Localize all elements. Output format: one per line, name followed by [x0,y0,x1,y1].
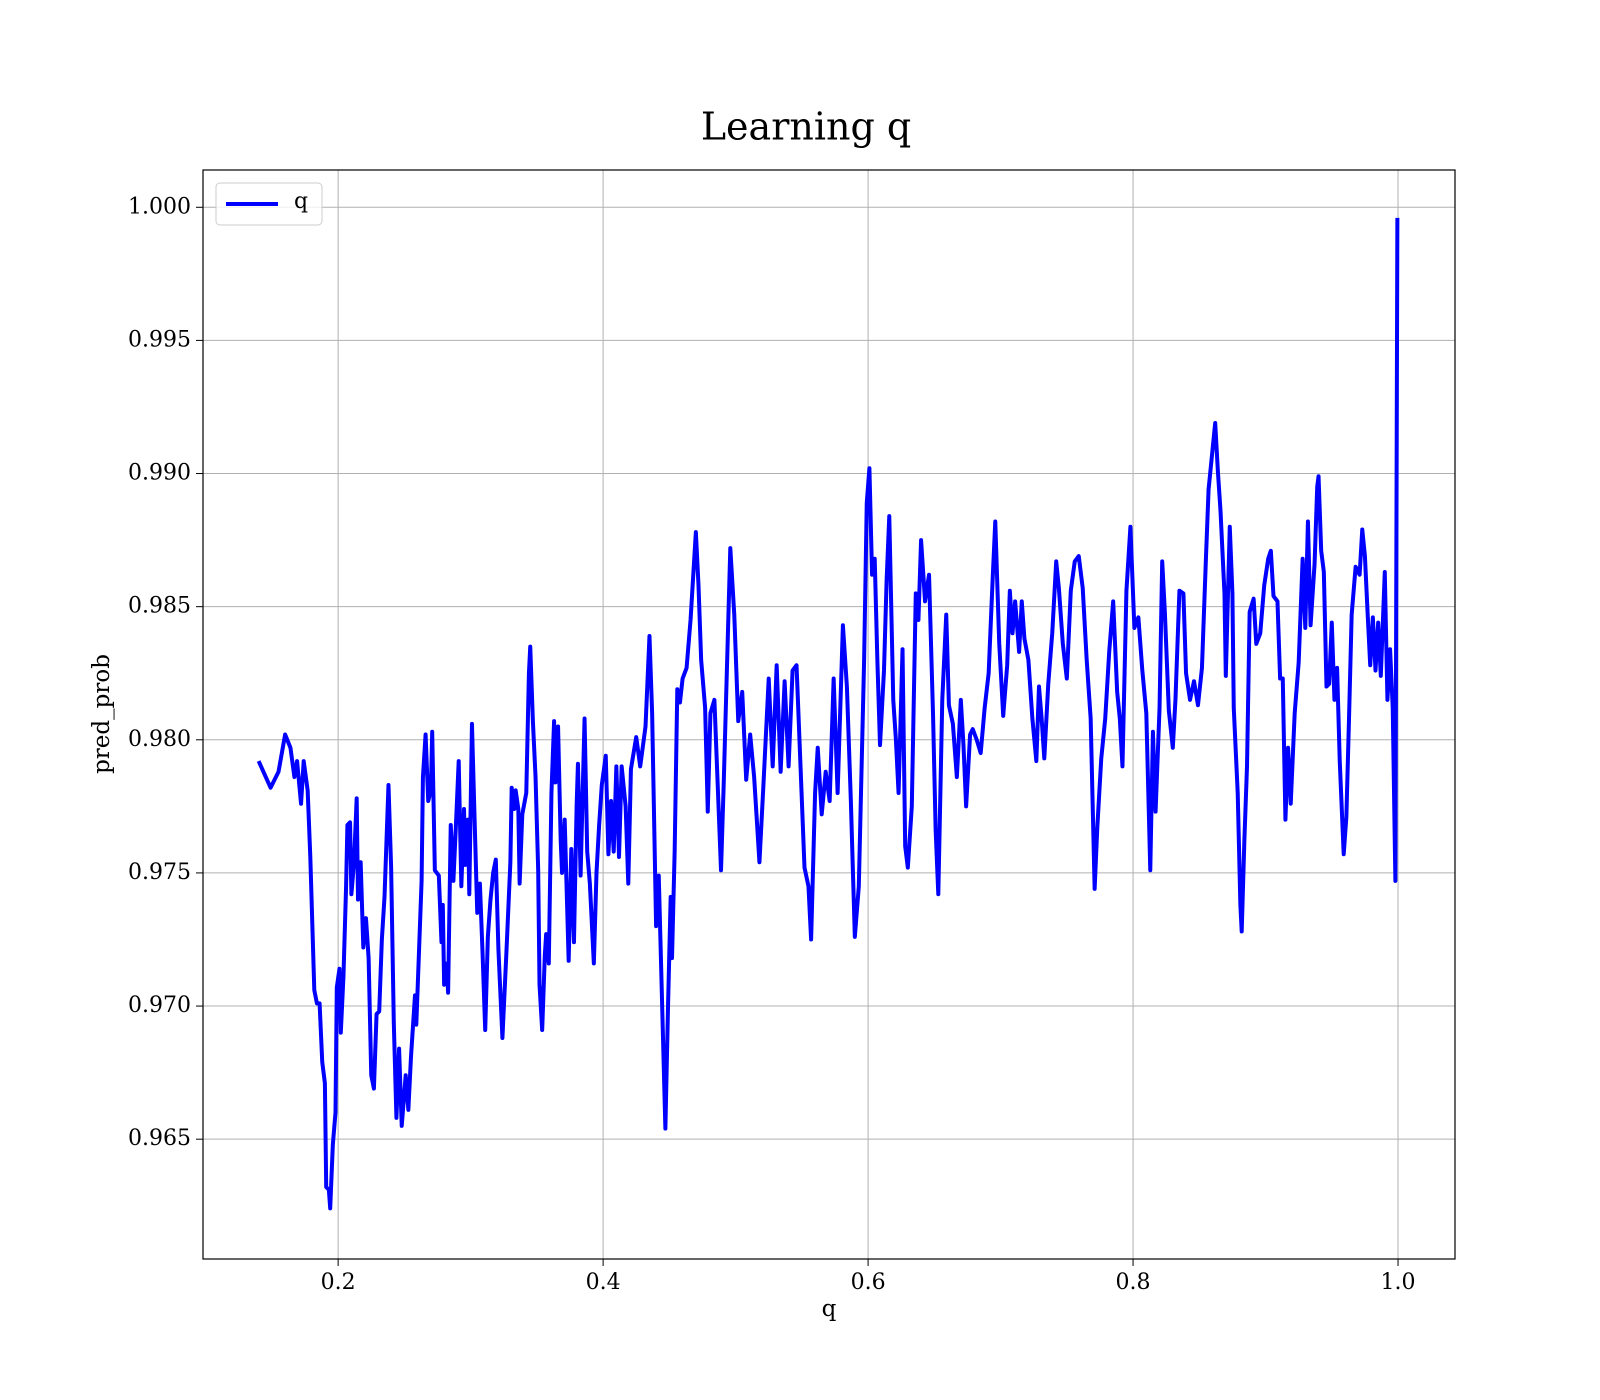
y-tick-label: 0.975 [128,860,191,885]
x-tick-label: 0.2 [321,1270,356,1295]
y-tick-label: 0.965 [128,1126,191,1151]
y-tick-label: 1.000 [128,194,191,219]
x-tick-label: 1.0 [1381,1270,1416,1295]
plot-frame [202,169,1456,1260]
y-tick-label: 0.990 [128,461,191,486]
y-axis-label: pred_prob [89,654,115,774]
data-line [256,217,1400,1211]
x-tick-label: 0.8 [1116,1270,1151,1295]
chart-title: Learning q [701,105,911,149]
y-tick-label: 0.995 [128,327,191,352]
legend-label: q [294,189,308,214]
x-tick-label: 0.4 [586,1270,621,1295]
y-tick-label: 0.985 [128,594,191,619]
y-tick-label: 0.980 [128,727,191,752]
x-axis-label: q [822,1296,837,1322]
y-tick-label: 0.970 [128,993,191,1018]
x-tick-label: 0.6 [851,1270,886,1295]
